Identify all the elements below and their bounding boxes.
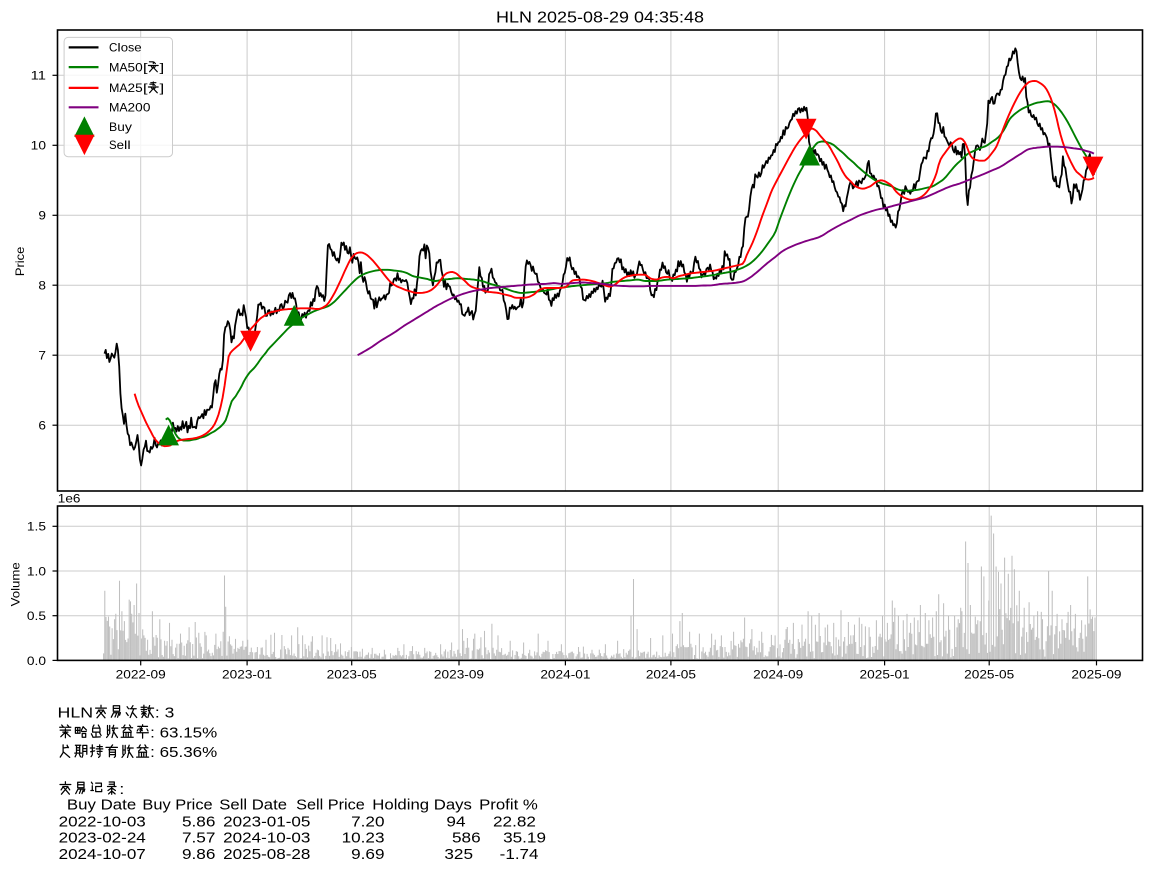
svg-text:e: e: [134, 41, 142, 55]
svg-text:2022-10-03: 2022-10-03: [59, 813, 146, 830]
svg-text:l: l: [124, 138, 127, 152]
svg-text:Volume: Volume: [8, 562, 22, 607]
svg-text:A: A: [119, 81, 127, 95]
svg-text:586: 586: [452, 829, 481, 846]
svg-text:9: 9: [38, 209, 46, 223]
svg-text:C: C: [109, 41, 118, 55]
svg-text:8: 8: [38, 279, 46, 293]
svg-text:2: 2: [128, 101, 136, 115]
svg-text:0: 0: [135, 101, 143, 115]
svg-text:Price: Price: [13, 246, 27, 276]
svg-text:o: o: [121, 41, 129, 55]
svg-text:2022-09: 2022-09: [116, 667, 166, 681]
svg-text:M: M: [109, 60, 119, 74]
svg-text:S: S: [109, 138, 117, 152]
svg-text:HLN 2025-08-29 04:35:48: HLN 2025-08-29 04:35:48: [496, 9, 704, 26]
svg-text:l: l: [127, 138, 130, 152]
svg-text:2023-01-05: 2023-01-05: [223, 813, 310, 830]
svg-text:7.57: 7.57: [182, 829, 215, 846]
svg-text:2025-08-28: 2025-08-28: [223, 846, 310, 863]
svg-text:10: 10: [31, 139, 47, 153]
svg-text:s: s: [128, 41, 134, 55]
svg-text:y: y: [125, 120, 132, 134]
svg-text:6: 6: [38, 419, 46, 433]
svg-text:0: 0: [143, 101, 151, 115]
svg-text:Buy Price: Buy Price: [142, 796, 212, 813]
svg-text:5.86: 5.86: [182, 813, 215, 830]
svg-text:11: 11: [31, 69, 47, 83]
svg-text:Holding Days: Holding Days: [372, 796, 472, 813]
svg-text:2: 2: [128, 81, 136, 95]
svg-text:9.86: 9.86: [182, 846, 215, 863]
svg-text:7.20: 7.20: [351, 813, 384, 830]
svg-text:]: ]: [160, 81, 165, 95]
svg-text:0: 0: [135, 60, 143, 74]
svg-text:M: M: [109, 101, 119, 115]
svg-text:Buy Date: Buy Date: [67, 796, 136, 813]
svg-text:5: 5: [128, 60, 136, 74]
svg-text:B: B: [109, 120, 117, 134]
svg-text:0.0: 0.0: [27, 654, 46, 668]
svg-text:[: [: [143, 81, 149, 95]
svg-text:-1.74: -1.74: [500, 846, 539, 863]
svg-text:Profit %: Profit %: [479, 796, 538, 813]
svg-text:A: A: [119, 60, 127, 74]
svg-text:2023-05: 2023-05: [327, 667, 377, 681]
svg-text:u: u: [117, 120, 125, 134]
svg-text:M: M: [109, 81, 119, 95]
svg-text:[: [: [143, 60, 149, 74]
svg-text:2024-01: 2024-01: [540, 667, 590, 681]
svg-text:7: 7: [38, 349, 46, 363]
svg-text:2024-10-07: 2024-10-07: [59, 846, 146, 863]
svg-text:2025-09: 2025-09: [1071, 667, 1121, 681]
svg-text:2024-05: 2024-05: [646, 667, 696, 681]
svg-text:HLN: HLN: [58, 705, 94, 722]
svg-text:: 65.36%: : 65.36%: [150, 744, 217, 761]
svg-text:94: 94: [446, 813, 465, 830]
svg-text:35.19: 35.19: [503, 829, 546, 846]
svg-text:325: 325: [444, 846, 473, 863]
svg-text:1.5: 1.5: [27, 520, 46, 534]
svg-text:9.69: 9.69: [351, 846, 384, 863]
svg-text:: 63.15%: : 63.15%: [150, 724, 217, 741]
svg-text:A: A: [119, 101, 127, 115]
svg-text:2023-02-24: 2023-02-24: [59, 829, 146, 846]
svg-text:2025-01: 2025-01: [860, 667, 910, 681]
svg-text:Sell Price: Sell Price: [296, 796, 365, 813]
svg-text:5: 5: [135, 81, 143, 95]
svg-text:2025-05: 2025-05: [964, 667, 1014, 681]
svg-text:22.82: 22.82: [493, 813, 536, 830]
svg-text:0.5: 0.5: [27, 609, 46, 623]
svg-text:10.23: 10.23: [342, 829, 385, 846]
svg-text:1e6: 1e6: [58, 492, 81, 506]
svg-text:2024-09: 2024-09: [753, 667, 803, 681]
svg-text:l: l: [117, 41, 120, 55]
svg-text:Sell Date: Sell Date: [219, 796, 287, 813]
svg-text:e: e: [117, 138, 125, 152]
svg-text:2023-01: 2023-01: [222, 667, 272, 681]
svg-text:2023-09: 2023-09: [434, 667, 484, 681]
svg-text:]: ]: [160, 60, 165, 74]
svg-text:2024-10-03: 2024-10-03: [223, 829, 310, 846]
svg-text::: :: [119, 781, 124, 798]
svg-text:1.0: 1.0: [27, 564, 46, 578]
svg-text:: 3: : 3: [155, 705, 174, 722]
